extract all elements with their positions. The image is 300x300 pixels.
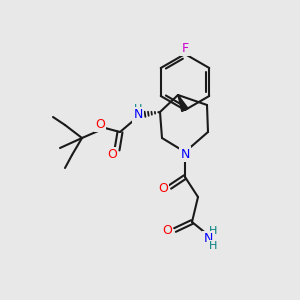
Text: N: N (203, 232, 213, 245)
Text: O: O (107, 148, 117, 161)
Text: O: O (158, 182, 168, 196)
Polygon shape (178, 95, 188, 112)
Text: H: H (209, 241, 217, 251)
Text: N: N (133, 109, 143, 122)
Text: O: O (162, 224, 172, 236)
Text: H: H (209, 226, 217, 236)
Text: F: F (182, 41, 189, 55)
Text: N: N (180, 148, 190, 160)
Text: H: H (134, 104, 142, 114)
Text: O: O (95, 118, 105, 130)
